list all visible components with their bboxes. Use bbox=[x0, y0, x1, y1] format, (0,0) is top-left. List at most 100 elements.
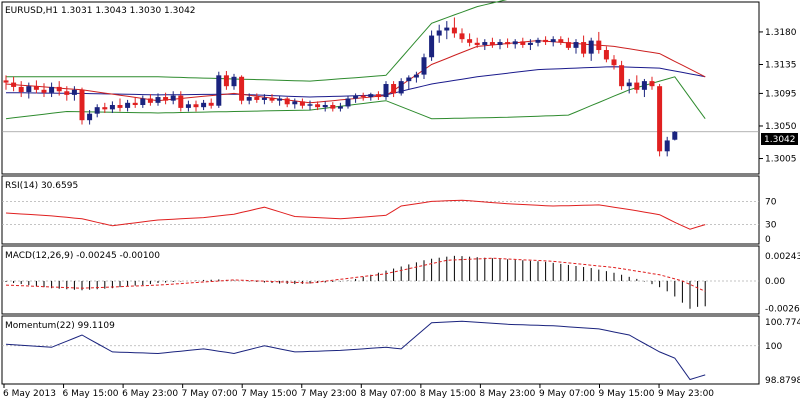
candle-body bbox=[535, 39, 541, 43]
candle-body bbox=[125, 102, 131, 108]
candle-body bbox=[520, 41, 526, 45]
candlestick-series bbox=[3, 17, 678, 157]
candle-body bbox=[109, 105, 115, 110]
candle-body bbox=[223, 75, 229, 87]
candle-body bbox=[619, 65, 625, 87]
candle-body bbox=[657, 86, 663, 152]
candle-body bbox=[94, 107, 100, 114]
candle-body bbox=[474, 42, 480, 45]
candle-body bbox=[26, 86, 32, 92]
candle-body bbox=[512, 41, 518, 45]
time-tick-label: 9 May 23:00 bbox=[658, 389, 714, 399]
momentum-pane-frame bbox=[1, 315, 760, 385]
candle-body bbox=[649, 81, 655, 87]
candle-body bbox=[277, 98, 283, 101]
momentum-line bbox=[5, 320, 706, 381]
candle-body bbox=[611, 59, 617, 66]
candle-body bbox=[634, 82, 640, 90]
candle-body bbox=[626, 82, 632, 87]
macd-label: MACD(12,26,9) -0.00245 -0.00100 bbox=[5, 251, 160, 261]
candle-body bbox=[413, 74, 419, 78]
axis-labels: 1.3180 1.3135 1.3095 1.3050 1.3005 70 30 0 0.002… bbox=[3, 28, 800, 399]
candle-body bbox=[11, 82, 17, 87]
candle-body bbox=[345, 98, 351, 107]
price-tick-label: 1.3050 bbox=[765, 122, 797, 132]
time-tick-label: 7 May 07:00 bbox=[182, 389, 238, 399]
candle-body bbox=[421, 57, 427, 75]
price-pane-frame bbox=[1, 1, 760, 175]
candle-body bbox=[543, 39, 549, 43]
candle-body bbox=[102, 107, 108, 110]
time-tick-label: 6 May 2013 bbox=[3, 389, 56, 399]
candle-body bbox=[391, 84, 397, 94]
time-tick-label: 9 May 15:00 bbox=[598, 389, 654, 399]
candle-body bbox=[497, 42, 503, 45]
rsi-label: RSI(14) 30.6595 bbox=[5, 181, 78, 191]
candle-body bbox=[672, 131, 678, 140]
time-tick-label: 8 May 23:00 bbox=[479, 389, 535, 399]
candle-body bbox=[322, 105, 328, 108]
time-tick-label: 6 May 15:00 bbox=[63, 389, 119, 399]
bollinger-lower-band bbox=[5, 76, 706, 120]
candle-body bbox=[375, 94, 381, 98]
candle-body bbox=[299, 101, 305, 106]
candle-body bbox=[398, 81, 404, 94]
time-tick-label: 7 May 23:00 bbox=[301, 389, 357, 399]
candle-body bbox=[383, 84, 389, 98]
candle-body bbox=[41, 89, 47, 93]
candle-body bbox=[163, 97, 169, 101]
candle-body bbox=[360, 95, 366, 98]
candle-body bbox=[193, 104, 199, 108]
rsi-pane-frame bbox=[1, 175, 760, 245]
price-tick-label: 1.3095 bbox=[765, 89, 797, 99]
candle-body bbox=[170, 95, 176, 101]
candle-body bbox=[284, 98, 290, 105]
macd-tick-label: -0.00268 bbox=[765, 305, 800, 315]
candle-body bbox=[231, 76, 237, 87]
candle-body bbox=[467, 39, 473, 43]
rsi-tick-label: 70 bbox=[765, 197, 777, 207]
time-tick-label: 8 May 07:00 bbox=[360, 389, 416, 399]
candle-body bbox=[429, 35, 435, 58]
last-price-box bbox=[761, 133, 798, 145]
candle-body bbox=[451, 27, 457, 34]
candle-body bbox=[64, 91, 70, 95]
candle-body bbox=[664, 140, 670, 152]
candle-body bbox=[246, 97, 252, 101]
candle-body bbox=[581, 42, 587, 54]
candle-body bbox=[368, 94, 374, 98]
candle-body bbox=[596, 40, 602, 51]
candle-body bbox=[565, 42, 571, 48]
rsi-line bbox=[5, 199, 706, 230]
candle-body bbox=[239, 76, 245, 101]
rsi-tick-label: 30 bbox=[765, 221, 777, 231]
candle-body bbox=[307, 104, 313, 106]
price-tick-label: 1.3005 bbox=[765, 155, 797, 165]
macd-pane-frame bbox=[1, 245, 760, 315]
time-tick-label: 6 May 23:00 bbox=[122, 389, 178, 399]
candle-body bbox=[573, 42, 579, 48]
candle-body bbox=[269, 97, 275, 101]
candle-body bbox=[550, 39, 556, 43]
price-tick-label: 1.3135 bbox=[765, 60, 797, 70]
last-price-label: 1.3042 bbox=[764, 135, 796, 145]
candle-body bbox=[603, 50, 609, 60]
candle-body bbox=[444, 27, 450, 31]
candle-body bbox=[315, 104, 321, 108]
candle-body bbox=[353, 95, 359, 99]
candle-body bbox=[254, 97, 260, 100]
candle-body bbox=[79, 89, 85, 121]
candle-body bbox=[71, 89, 77, 95]
candle-body bbox=[56, 86, 62, 92]
macd-signal-line bbox=[5, 257, 706, 292]
momentum-series bbox=[2, 320, 759, 381]
price-tick-label: 1.3180 bbox=[765, 28, 797, 38]
candle-body bbox=[337, 106, 343, 109]
candle-body bbox=[140, 98, 146, 105]
candle-body bbox=[505, 42, 511, 45]
time-tick-label: 7 May 15:00 bbox=[241, 389, 297, 399]
candle-body bbox=[330, 105, 336, 109]
candle-body bbox=[261, 97, 267, 100]
